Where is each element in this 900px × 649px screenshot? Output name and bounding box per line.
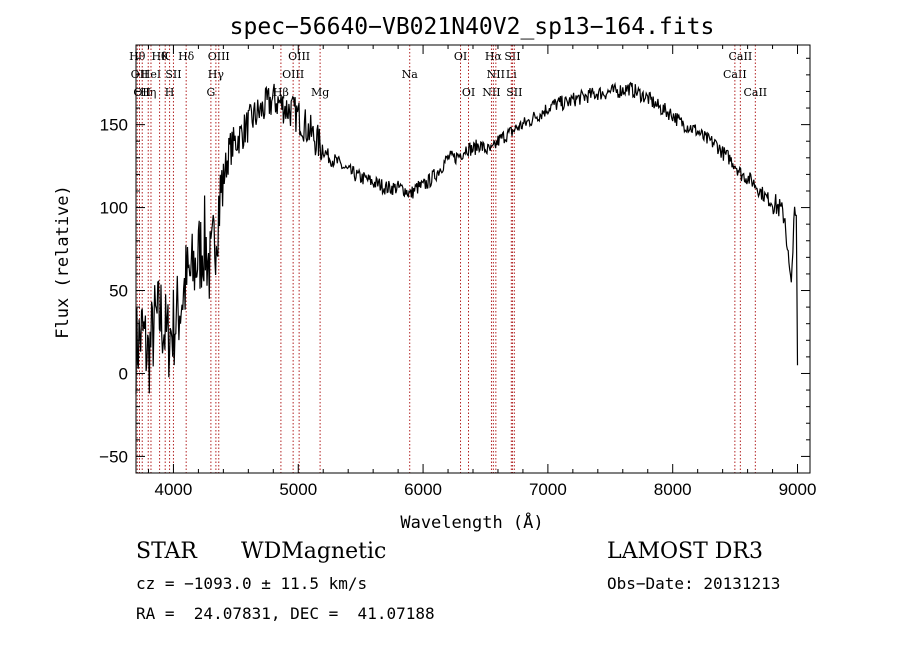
line-label-14: OIII [282,68,304,81]
line-label-9: Hδ [178,50,195,63]
observation-date: Obs−Date: 20131213 [607,574,781,593]
line-label-25: SII [506,86,522,99]
x-tick-label-0: 4000 [155,480,193,499]
line-label-4: HeI [141,68,161,81]
emission-line-markers: HθOIIOIIHηHeIHθKHSIIHδGHγOIIIHβOIIIOIIIM… [129,45,767,473]
line-label-18: OI [454,50,467,63]
line-label-13: Hβ [273,86,289,99]
line-label-7: H [165,86,175,99]
chart-title: spec−56640−VB021N40V2_sp13−164.fits [230,14,715,40]
object-class: STAR [136,539,197,564]
x-axis-label: Wavelength (Å) [400,511,543,533]
x-tick-label-3: 7000 [529,480,567,499]
spectrum-chart: spec−56640−VB021N40V2_sp13−164.fits Hθ OI… [53,14,816,533]
line-label-17: Na [402,68,419,81]
line-label-5: Hθ [151,50,168,63]
x-tick-label-2: 6000 [404,480,442,499]
x-tick-label-5: 9000 [779,480,817,499]
line-label-10: G [206,86,215,99]
sky-coordinates: RA = 24.07831, DEC = 41.07188 [136,604,435,623]
line-label-26: CaII [723,68,747,81]
line-label-23: Li [506,68,517,81]
line-label-16: Mg [311,86,329,99]
line-label-27: CaII [729,50,753,63]
line-label-22: NII [487,68,505,81]
y-tick-label-1: 0 [119,364,128,383]
line-label-28: CaII [743,86,767,99]
spectrum-series-line [135,81,799,395]
survey-name: LAMOST DR3 [607,539,763,564]
y-tick-label-0: −50 [99,447,128,466]
line-label-11: Hγ [208,68,225,81]
line-label-15: OIII [288,50,310,63]
y-tick-label-3: 100 [100,199,128,218]
axis-ticks: 4000 5000 6000 7000 8000 9000 −50 0 50 100 150 [99,45,816,499]
y-tick-label-4: 150 [100,116,128,135]
y-tick-label-2: 50 [109,282,128,301]
line-label-19: OI [462,86,475,99]
line-label-3: Hη [140,86,156,99]
x-tick-label-4: 8000 [654,480,692,499]
line-label-2: OII [133,86,151,99]
line-label-12: OIII [208,50,230,63]
line-label-24: SII [504,50,520,63]
line-label-8: SII [165,68,181,81]
x-tick-label-1: 5000 [279,480,317,499]
line-label-6: K [161,50,170,63]
object-subclass: WDMagnetic [241,539,387,564]
line-label-0: Hθ [129,50,146,63]
line-label-20: NII [482,86,500,99]
y-axis-label: Flux (relative) [53,185,73,339]
plot-frame [135,44,811,474]
redshift-velocity: cz = −1093.0 ± 11.5 km/s [136,574,368,593]
line-label-21: Hα [485,50,503,63]
